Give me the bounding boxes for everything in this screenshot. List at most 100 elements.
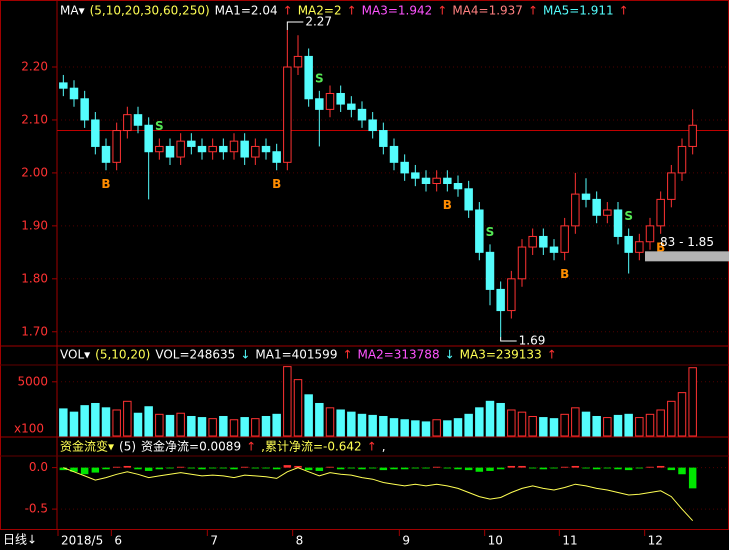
signal-label: B (272, 177, 281, 191)
flow-bar (272, 467, 281, 470)
candle-body (240, 140, 249, 158)
flow-bar (560, 466, 569, 468)
header-item: MA▾ (60, 4, 85, 18)
volume-bar (379, 415, 388, 437)
candle-body (464, 188, 473, 211)
flow-bar (688, 467, 697, 489)
x-tick-label: 6 (114, 534, 122, 548)
flow-bar (443, 467, 452, 469)
candle-body (389, 145, 399, 163)
volume-bar (80, 405, 89, 437)
y-tick-label: 1.80 (21, 271, 48, 285)
candle-body (133, 114, 143, 126)
candle-body (197, 145, 207, 153)
volume-bar (208, 418, 217, 437)
volume-bar (613, 414, 623, 437)
x-tick-label: 7 (210, 534, 218, 548)
candle-body (315, 98, 324, 110)
flow-bar (454, 467, 462, 470)
signal-label: S (624, 209, 633, 223)
volume-bar (336, 409, 345, 437)
volume-bar (389, 418, 399, 437)
candle-body (443, 177, 452, 185)
signal-label: B (443, 198, 452, 212)
volume-bar (357, 413, 367, 437)
volume-bar (592, 415, 601, 437)
flow-bar (347, 467, 356, 469)
flow-bar (496, 467, 505, 470)
y-tick-label: 2.10 (21, 112, 48, 126)
volume-bar (624, 413, 633, 437)
volume-bar (539, 417, 548, 437)
flow-bar (571, 465, 580, 468)
header-item: 资金流变▾ (60, 439, 114, 454)
flow-bar (283, 465, 292, 468)
volume-bar (144, 406, 153, 437)
header-item: (5,10,20,30,60,250) (90, 4, 210, 18)
flow-bar (368, 467, 377, 469)
candle-body (304, 55, 313, 100)
flow-bar (144, 467, 153, 471)
flow-bar (326, 466, 334, 468)
candle-body (325, 92, 335, 110)
header-item: (5) (119, 440, 136, 454)
volume-bar (91, 402, 100, 437)
range-label: 83 - 1.85 (660, 235, 714, 249)
candle-body (251, 145, 260, 158)
flow-bar (80, 467, 89, 475)
y-tick-label: 1.90 (21, 218, 48, 232)
volume-bar (368, 414, 377, 437)
candle-body (400, 161, 409, 174)
flow-bar (507, 465, 516, 468)
candle-body (507, 278, 516, 312)
header-item: VOL▾ (60, 348, 90, 362)
candle-body (645, 225, 655, 243)
candle-body (101, 145, 111, 163)
header-item: MA2=313788 (358, 348, 440, 362)
candle-body (219, 145, 228, 153)
flow-bar (400, 467, 409, 470)
flow-bar (230, 467, 238, 470)
header-item: ↑ (547, 348, 557, 362)
candle-body (80, 98, 89, 121)
x-tick-label: 12 (648, 534, 663, 548)
signal-label: S (315, 71, 324, 85)
volume-bar (123, 400, 132, 437)
flow-bar (518, 465, 526, 468)
volume-bar (421, 421, 431, 437)
flow-bar (176, 466, 185, 468)
period-label[interactable]: 日线↓ (3, 533, 37, 547)
flow-bar (208, 467, 217, 469)
candle-body (549, 246, 559, 253)
flow-bar (219, 467, 228, 469)
flow-bar (123, 465, 132, 468)
volume-bar (283, 366, 292, 437)
header-item: ↑ (437, 4, 447, 18)
y-tick-label: -0.5 (25, 502, 48, 516)
flow-bar (528, 467, 537, 469)
candle-body (517, 246, 527, 280)
flow-bar (624, 467, 633, 471)
flow-bar (603, 467, 612, 469)
candle-body (368, 119, 377, 132)
header-item: ↑ (367, 440, 377, 454)
candle-body (272, 151, 281, 163)
header-item: MA1=2.04 (215, 4, 278, 18)
flow-bar (667, 467, 676, 471)
candle-body (283, 66, 292, 163)
volume-bar (485, 400, 495, 437)
y-tick-label: 1.70 (21, 324, 48, 338)
candle-body (603, 209, 612, 216)
x-tick-label: 9 (402, 534, 410, 548)
volume-bar (581, 411, 591, 437)
volume-bar (464, 413, 473, 437)
candle-body (453, 183, 463, 190)
candle-body (357, 108, 367, 121)
volume-bar (677, 392, 687, 437)
candle-body (539, 235, 548, 248)
x-tick-label: 2018/5 (61, 534, 103, 548)
volume-bar (603, 417, 612, 437)
y-tick-label: 5000 (17, 374, 48, 388)
candle-body (411, 172, 420, 179)
